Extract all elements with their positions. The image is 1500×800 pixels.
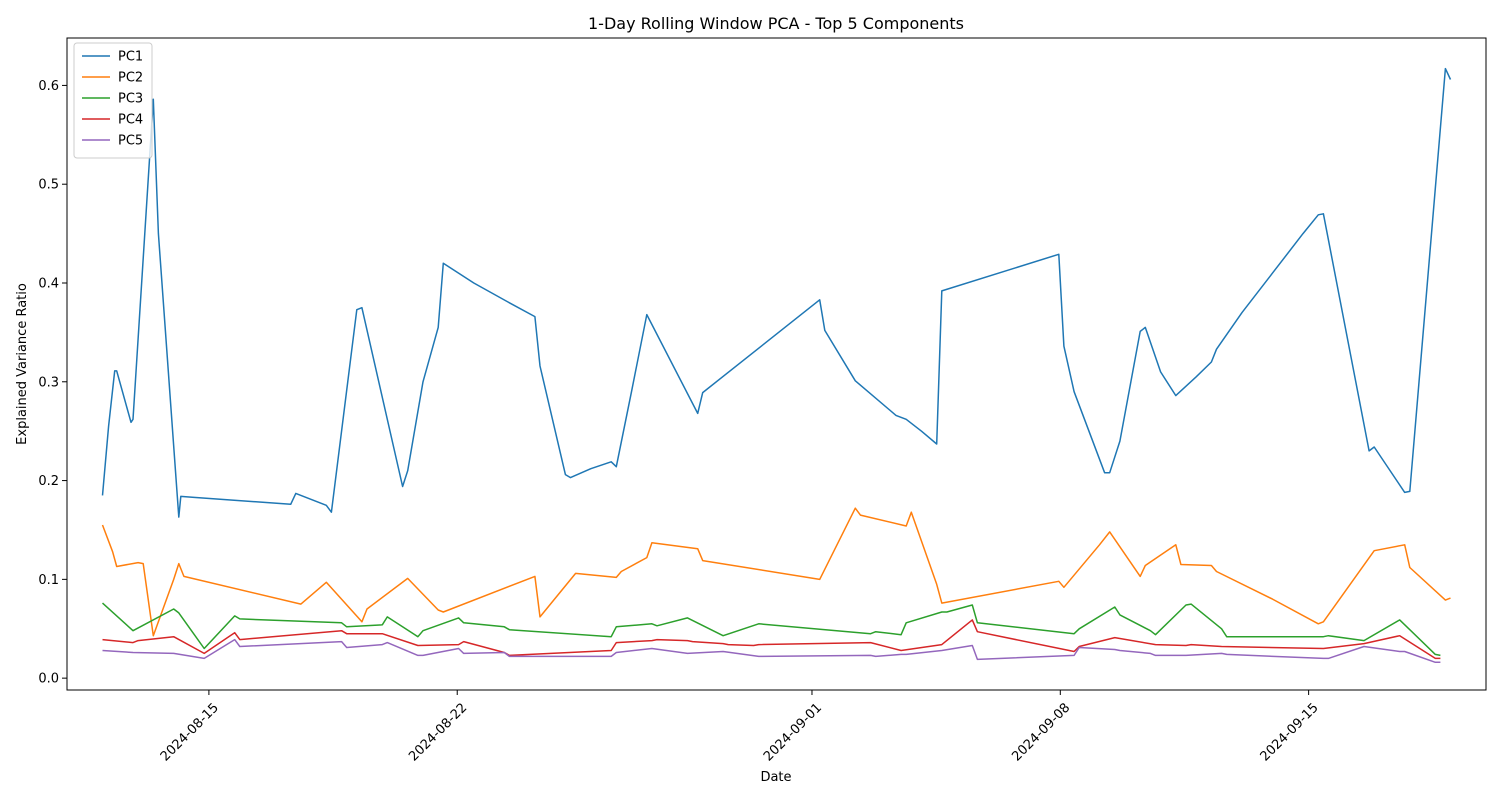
series-line-pc1 — [101, 67, 1452, 518]
legend-label: PC3 — [118, 92, 143, 107]
y-tick-label: 0.5 — [38, 178, 59, 193]
y-tick-label: 0.0 — [38, 672, 59, 687]
legend-label: PC5 — [118, 134, 143, 149]
series-line-pc3 — [101, 602, 1441, 657]
legend-box — [73, 42, 153, 159]
y-axis-title: Explained Variance Ratio — [15, 283, 30, 445]
y-tick-label: 0.6 — [38, 79, 59, 94]
x-axis-title: Date — [760, 770, 791, 785]
legend-label: PC1 — [118, 50, 143, 65]
chart-title: 1-Day Rolling Window PCA - Top 5 Compone… — [588, 14, 964, 33]
legend-label: PC2 — [118, 71, 143, 86]
legend-label: PC4 — [118, 113, 143, 128]
plot-area — [66, 37, 1487, 691]
y-tick-label: 0.3 — [38, 375, 59, 390]
legend: PC1 PC2 PC3 PC4 PC5 — [73, 42, 153, 159]
y-tick-label: 0.1 — [38, 573, 59, 588]
y-tick-label: 0.2 — [38, 474, 59, 489]
series-line-pc4 — [102, 619, 1441, 660]
series-layer — [101, 67, 1452, 664]
y-tick-label: 0.4 — [38, 276, 59, 291]
y-axis: 0.0 0.1 0.2 0.3 0.4 0.5 0.6 — [38, 79, 67, 687]
series-line-pc5 — [102, 638, 1441, 664]
series-line-pc2 — [101, 507, 1451, 637]
